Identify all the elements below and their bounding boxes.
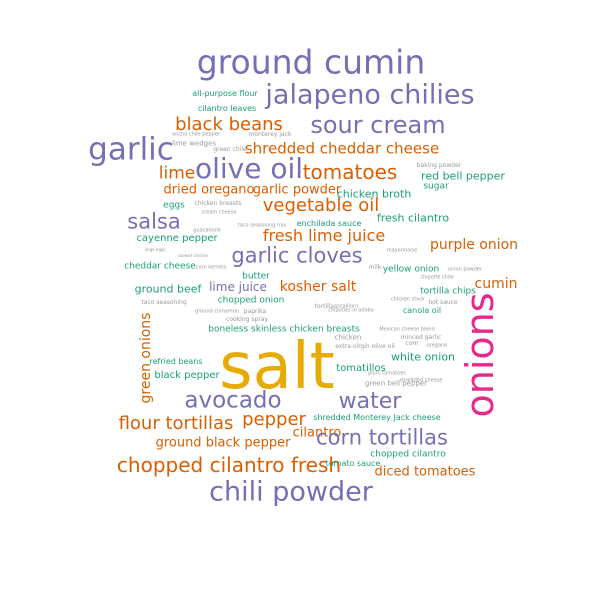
word-tomato-sauce: tomato sauce <box>325 459 381 468</box>
word-plum-tomatoes: plum tomatoes <box>368 370 406 377</box>
word-tomatoes: tomatoes <box>302 160 398 184</box>
word-mexican-cheese-blend: Mexican cheese blend <box>379 326 435 333</box>
word-paprika: paprika <box>243 308 267 315</box>
word-hot-sauce: hot sauce <box>428 299 458 306</box>
word-garlic-cloves: garlic cloves <box>231 243 363 268</box>
word-flour-tortillas: flour tortillas <box>118 413 234 434</box>
word-chicken-broth: chicken broth <box>336 187 412 201</box>
word-red-bell-pepper: red bell pepper <box>421 169 505 183</box>
word-black-pepper: black pepper <box>154 370 220 381</box>
word-cream-cheese: cream cheese <box>201 209 237 216</box>
word-corn-tortillas: corn tortillas <box>316 425 448 450</box>
word-water: water <box>338 389 402 414</box>
word-cayenne-pepper: cayenne pepper <box>136 233 218 244</box>
word-cooked-chicken: cooked chicken <box>177 253 209 258</box>
word-chicken-stock: chicken stock <box>391 296 425 303</box>
word-vegetable-oil: vegetable oil <box>262 195 380 216</box>
word-cooking-spray: cooking spray <box>226 316 268 323</box>
word-extra-virgin-olive-oil: extra-virgin olive oil <box>335 343 395 350</box>
word-sugar: sugar <box>423 181 449 192</box>
word-shredded-cheese: shredded cheese <box>399 377 443 384</box>
word-ground-beef: ground beef <box>134 282 202 296</box>
word-lime: lime <box>158 163 196 184</box>
word-ground-black-pepper: ground black pepper <box>155 435 291 451</box>
word-corn-kernels: corn kernels <box>195 264 227 271</box>
word-boneless-skinless-chicken-breasts: boneless skinless chicken breasts <box>208 324 360 335</box>
word-onions: onions <box>458 292 502 418</box>
word-salsa: salsa <box>127 209 181 234</box>
word-onion-powder: onion powder <box>447 266 483 273</box>
word-shredded-monterey-jack-cheese: shredded Monterey Jack cheese <box>313 413 441 422</box>
word-white-onion: white onion <box>390 350 456 364</box>
word-taco-seasoning-mix: taco seasoning mix <box>237 222 287 229</box>
word-dried-oregano: dried oregano <box>163 182 255 198</box>
word-scallions: scallions <box>337 303 359 310</box>
word-tortillas: tortillas <box>314 303 338 310</box>
word-green-chile: green chile <box>213 146 247 153</box>
word-chopped-onion: chopped onion <box>217 295 285 306</box>
word-pepper: pepper <box>242 409 306 430</box>
word-ground-cumin: ground cumin <box>196 42 426 82</box>
word-large-eggs: large eggs <box>144 247 166 252</box>
word-milk: milk <box>368 264 382 271</box>
word-chipotle-chile: chipotle chile <box>420 274 454 281</box>
word-ancho-chile-pepper: ancho chile pepper <box>172 131 220 138</box>
word-tomatillos: tomatillos <box>336 363 386 374</box>
word-yellow-onion: yellow onion <box>382 264 440 275</box>
word-cumin: cumin <box>474 276 518 292</box>
word-black-beans: black beans <box>175 114 283 135</box>
word-oregano: oregano <box>426 342 448 349</box>
word-avocado: avocado <box>184 387 282 414</box>
word-salt: salt <box>219 330 335 404</box>
word-chopped-cilantro: chopped cilantro <box>370 449 446 460</box>
word-garlic-powder: garlic powder <box>252 182 342 198</box>
word-chicken: chicken <box>334 333 362 342</box>
word-chipotles-in-adobo: chipotles in adobo <box>328 307 374 314</box>
word-corn: corn <box>405 340 419 347</box>
word-mayonnaise: mayonnaise <box>386 247 418 254</box>
word-sour-cream: sour cream <box>310 111 446 139</box>
word-fresh-cilantro: fresh cilantro <box>376 211 450 225</box>
word-jalapeno-chilies: jalapeno chilies <box>265 79 475 111</box>
word-lime-juice: lime juice <box>209 280 267 294</box>
word-butter: butter <box>242 271 270 282</box>
word-garlic: garlic <box>88 131 174 168</box>
word-taco-seasoning: taco seasoning <box>141 299 187 306</box>
word-cilantro: cilantro <box>292 425 342 441</box>
word-kosher-salt: kosher salt <box>279 279 357 295</box>
word-fresh-lime-juice: fresh lime juice <box>262 226 386 245</box>
word-ground-cinnamon: ground cinnamon <box>195 308 239 315</box>
word-all-purpose-flour: all-purpose flour <box>192 89 258 98</box>
word-olive-oil: olive oil <box>194 152 304 185</box>
word-green-bell-pepper: green bell pepper <box>364 379 428 388</box>
word-enchilada-sauce: enchilada sauce <box>296 219 362 228</box>
word-baking-powder: baking powder <box>416 162 462 169</box>
word-cilantro-leaves: cilantro leaves <box>197 104 257 113</box>
word-purple-onion: purple onion <box>429 237 519 253</box>
word-refried-beans: refried beans <box>149 357 203 366</box>
word-chicken-breasts: chicken breasts <box>194 200 242 207</box>
word-chili-powder: chili powder <box>209 476 373 508</box>
word-diced-tomatoes: diced tomatoes <box>374 464 476 480</box>
word-monterey-jack: monterey jack <box>248 131 292 138</box>
word-eggs: eggs <box>163 200 185 211</box>
word-minced-garlic: minced garlic <box>400 334 442 341</box>
word-chopped-cilantro-fresh: chopped cilantro fresh <box>116 453 342 477</box>
word-cheddar-cheese: cheddar cheese <box>124 261 196 272</box>
word-tortilla-chips: tortilla chips <box>420 286 476 297</box>
word-shredded-cheddar-cheese: shredded cheddar cheese <box>244 139 440 158</box>
word-lime-wedges: lime wedges <box>171 139 217 148</box>
word-guacamole: guacamole <box>193 227 221 234</box>
word-canola-oil: canola oil <box>402 306 442 315</box>
